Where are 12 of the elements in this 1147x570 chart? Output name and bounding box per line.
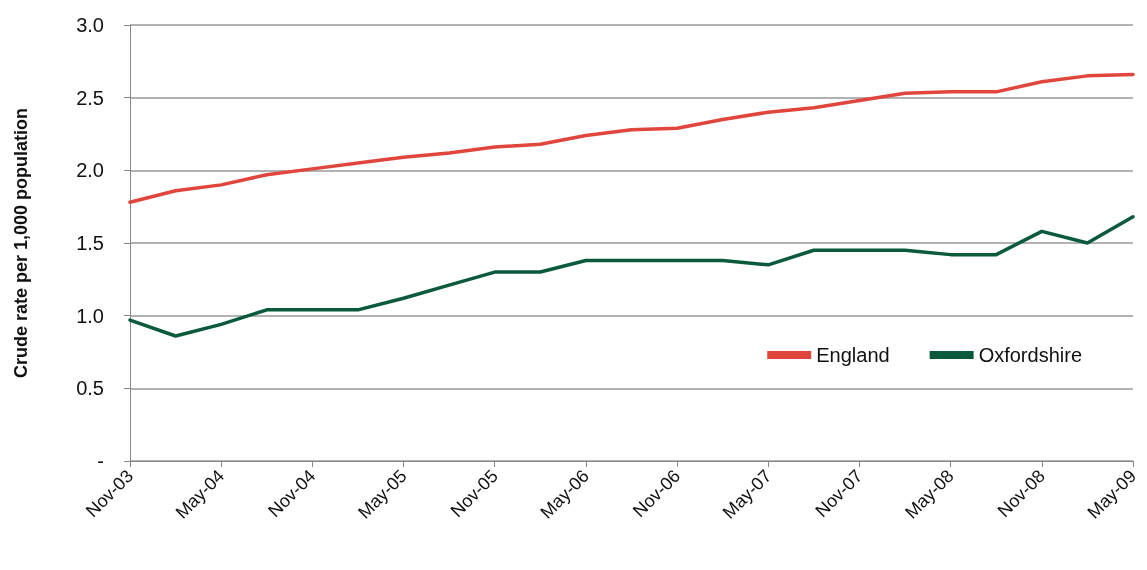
line-series <box>128 72 1135 205</box>
legend-label: Oxfordshire <box>978 344 1083 366</box>
line-series <box>128 215 1135 338</box>
y-tick-label: 0.5 <box>76 377 104 400</box>
y-tick-label: 3.0 <box>76 14 104 36</box>
y-tick-label: - <box>97 450 104 472</box>
y-tick-label: 2.5 <box>76 86 104 109</box>
legend-label: England <box>816 344 890 366</box>
y-tick-label: 1.5 <box>76 232 104 254</box>
y-tick-label: 2.0 <box>76 159 104 182</box>
y-axis-title: Crude rate per 1,000 population <box>11 107 31 379</box>
y-tick-label: 1.0 <box>76 304 104 327</box>
